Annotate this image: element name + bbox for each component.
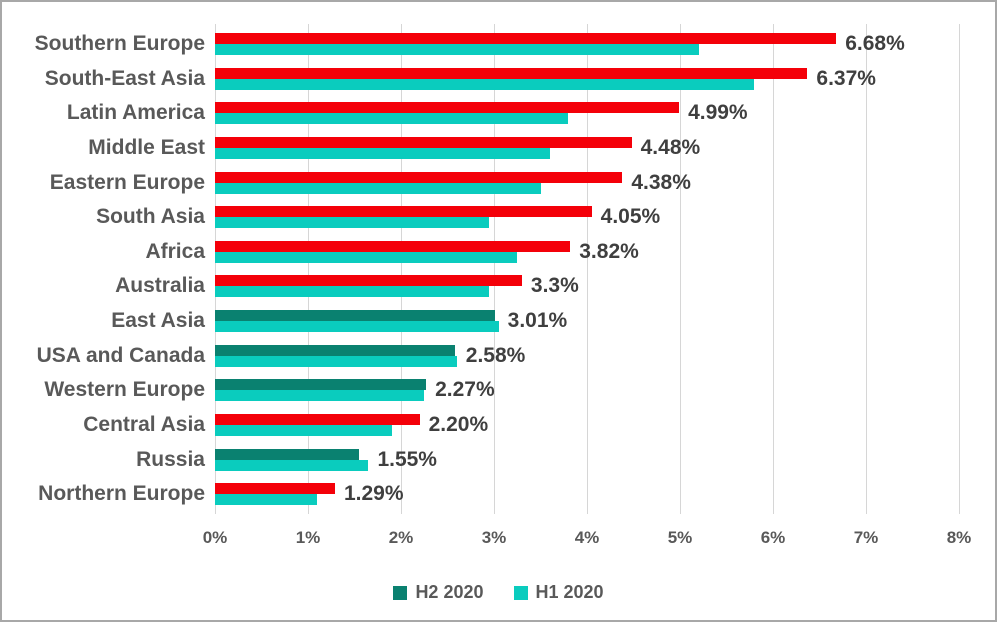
x-tick-label: 3%	[481, 528, 507, 547]
gridline	[866, 24, 867, 514]
x-tick-label: 0%	[202, 528, 228, 547]
value-label: 6.37%	[816, 66, 876, 90]
h2-2020-bar	[215, 275, 522, 287]
h2-2020-bar	[215, 102, 680, 114]
x-tick-label: 6%	[760, 528, 786, 547]
value-label: 4.38%	[631, 170, 691, 194]
category-label: Western Europe	[44, 378, 205, 402]
category-label: Eastern Europe	[49, 170, 205, 194]
value-label: 3.01%	[507, 309, 568, 333]
gridline	[773, 24, 774, 514]
h1-2020-bar	[215, 425, 392, 437]
h1-2020-bar	[215, 459, 369, 471]
h2-2020-swatch-icon	[393, 585, 408, 600]
value-label: 2.20%	[428, 413, 489, 437]
h1-2020-bar	[215, 217, 490, 229]
category-label: East Asia	[111, 309, 205, 333]
h1-2020-bar	[215, 147, 550, 159]
gridline	[308, 24, 309, 514]
value-label: 3.3%	[530, 274, 579, 298]
gridline	[959, 24, 960, 514]
category-label: Africa	[145, 239, 205, 263]
gridline	[680, 24, 681, 514]
x-tick-label: 7%	[853, 528, 879, 547]
x-tick-label: 1%	[295, 528, 321, 547]
value-label: 2.27%	[435, 378, 495, 402]
legend-label: H1 2020	[535, 582, 604, 602]
x-tick-label: 5%	[667, 528, 693, 547]
h2-2020-bar	[215, 414, 420, 426]
gridline	[401, 24, 402, 514]
h1-2020-bar	[215, 113, 569, 125]
x-tick-label: 2%	[388, 528, 414, 547]
h2-2020-bar	[215, 171, 623, 183]
value-label: 4.99%	[688, 101, 748, 125]
value-label: 1.29%	[343, 482, 404, 506]
gridline	[215, 24, 216, 514]
h1-2020-bar	[215, 251, 518, 263]
category-label: Russia	[136, 447, 205, 471]
category-label: Latin America	[66, 101, 205, 125]
h2-2020-bar	[215, 483, 335, 495]
category-label: Central Asia	[83, 413, 205, 437]
h2-2020-bar	[215, 240, 571, 252]
h1-2020-swatch-icon	[513, 585, 528, 600]
x-tick-label: 4%	[574, 528, 600, 547]
gridline	[587, 24, 588, 514]
value-label: 6.68%	[845, 32, 905, 55]
gridline	[494, 24, 495, 514]
category-label: South Asia	[96, 205, 205, 229]
value-label: 3.82%	[579, 239, 639, 263]
legend-label: H2 2020	[415, 582, 484, 602]
h2-2020-bar	[215, 136, 632, 148]
h1-2020-bar	[215, 494, 318, 506]
h2-2020-bar	[215, 33, 837, 44]
legend: H2 2020 H1 2020	[2, 582, 995, 603]
h2-2020-bar	[215, 379, 427, 391]
h2-2020-bar	[215, 344, 455, 356]
value-label: 2.58%	[465, 343, 526, 367]
value-label: 4.48%	[640, 135, 701, 159]
h1-2020-bar	[215, 390, 425, 402]
legend-item-h2-2020: H2 2020	[393, 582, 484, 603]
h1-2020-bar	[215, 182, 541, 194]
category-label: Australia	[115, 274, 205, 298]
category-label: Southern Europe	[34, 32, 205, 55]
legend-item-h1-2020: H1 2020	[513, 582, 604, 603]
h1-2020-bar	[215, 286, 490, 298]
category-label: Northern Europe	[38, 482, 205, 506]
category-label: Middle East	[88, 135, 205, 159]
x-tick-label: 8%	[946, 528, 972, 547]
category-label: USA and Canada	[36, 343, 205, 367]
h2-2020-bar	[215, 310, 495, 322]
h1-2020-bar	[215, 44, 699, 55]
h1-2020-bar	[215, 78, 755, 90]
h1-2020-bar	[215, 321, 499, 333]
value-label: 1.55%	[377, 447, 437, 471]
h1-2020-bar	[215, 355, 457, 367]
h2-2020-bar	[215, 67, 808, 79]
h2-2020-bar	[215, 448, 360, 460]
h2-2020-bar	[215, 206, 592, 218]
value-label: 4.05%	[600, 205, 661, 229]
category-label: South-East Asia	[44, 66, 205, 90]
